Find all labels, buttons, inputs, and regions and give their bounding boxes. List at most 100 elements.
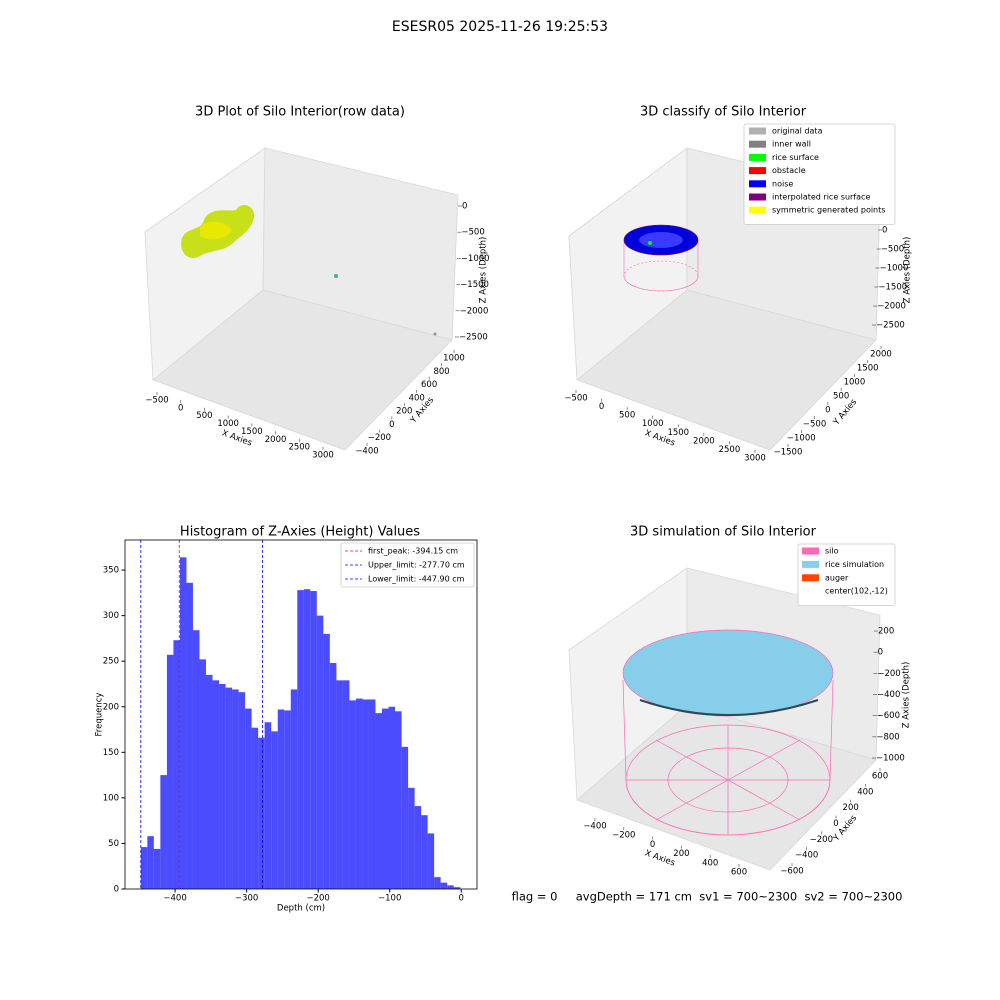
legend-swatch (749, 153, 766, 161)
x-tick-label: 0 (178, 403, 183, 413)
x-tick-label: 400 (702, 858, 718, 868)
cloud (433, 332, 437, 336)
bar (297, 590, 304, 889)
z-tick-label: −2500 (459, 333, 488, 343)
x-tick-label: −400 (583, 822, 606, 832)
x-tick-label: 2500 (288, 443, 310, 453)
y-tick-label: 500 (833, 392, 849, 402)
x-tick-label: 500 (619, 411, 635, 421)
bar (368, 699, 376, 889)
legend-swatch (749, 193, 766, 201)
chart-title: 3D simulation of Silo Interior (630, 525, 817, 540)
bar (238, 692, 246, 889)
bar (447, 885, 454, 889)
bar (212, 680, 220, 889)
point-cloud (181, 204, 437, 336)
bar (277, 709, 285, 889)
rice (639, 699, 819, 716)
y-tick-label: 150 (103, 748, 119, 758)
plot-frame (124, 539, 478, 890)
bar (147, 836, 154, 889)
y-tick-label: 0 (825, 406, 830, 416)
bar (329, 663, 337, 889)
z-tick-label: −200 (877, 669, 900, 679)
y-tick-label: 600 (421, 380, 437, 390)
cloud (200, 221, 232, 240)
bar (160, 775, 167, 889)
legend-swatch (749, 127, 766, 135)
legend-box (797, 543, 896, 606)
bar (310, 591, 317, 889)
y-tick-label: 400 (857, 787, 873, 797)
y-tick-label: −1000 (787, 434, 816, 444)
legend-box (340, 542, 475, 588)
bar (290, 689, 298, 889)
legend-label: interpolated rice surface (772, 193, 870, 202)
x-tick-label: −400 (163, 894, 186, 904)
classified-cloud (623, 224, 699, 292)
bar (173, 640, 180, 889)
z-tick-label: 0 (882, 226, 887, 236)
pane (576, 704, 877, 871)
z-tick-label: −1000 (876, 754, 905, 764)
y-tick-label: 50 (108, 839, 119, 849)
z-axis-label: Z Axies (Depth) (903, 237, 913, 304)
bar (245, 708, 252, 889)
z-tick-label: 0 (462, 202, 467, 212)
x-tick-label: −100 (378, 894, 401, 904)
x-tick-label: 1500 (667, 428, 689, 438)
pane (152, 289, 453, 451)
bar (284, 710, 291, 889)
bar (421, 815, 428, 889)
bar (434, 877, 441, 889)
bar (316, 615, 324, 889)
y-tick-label: 1000 (844, 378, 866, 388)
footer: flag = 0 avgDepth = 171 cm sv1 = 700~230… (512, 890, 903, 904)
z-axis-label: Z Axies (Depth) (479, 237, 489, 304)
surface (648, 241, 652, 245)
legend-label: Upper_limit: -277.70 cm (368, 561, 465, 570)
x-tick-label: 0 (599, 402, 604, 412)
x-tick-label: −500 (145, 396, 168, 406)
legend-swatch (802, 547, 819, 555)
y-tick-label: 0 (389, 420, 394, 430)
bar (355, 698, 363, 889)
x-tick-label: 2000 (265, 435, 287, 445)
bar (271, 731, 278, 889)
z-tick-label: −2000 (460, 306, 489, 316)
x-tick-label: −200 (612, 831, 635, 841)
y-axis-label: Frequency (95, 693, 105, 737)
z-tick-label: −500 (461, 228, 484, 238)
bar (342, 680, 350, 889)
z-tick-label: −1000 (880, 264, 909, 274)
y-tick-label: −500 (803, 420, 826, 430)
legend-label: rice simulation (825, 560, 884, 569)
legend-label: noise (772, 179, 793, 188)
z-tick-label: −400 (877, 690, 900, 700)
x-axis-label: Depth (cm) (277, 904, 325, 914)
legend-swatch (749, 140, 766, 148)
y-tick-label: 200 (843, 803, 859, 813)
y-tick-label: 1000 (443, 354, 465, 364)
bar (153, 848, 161, 889)
y-tick-label: 0 (833, 819, 838, 829)
y-tick-label: 100 (103, 793, 119, 803)
y-tick-label: 200 (396, 407, 412, 417)
x-tick-label: 1000 (642, 419, 664, 429)
y-tick-label: −400 (795, 851, 818, 861)
bar (264, 722, 272, 889)
bar (186, 582, 193, 889)
x-tick-label: 1000 (217, 419, 239, 429)
y-tick-label: −200 (368, 433, 391, 443)
rice (622, 629, 834, 717)
y-tick-label: −600 (780, 867, 803, 877)
x-tick-label: 200 (673, 849, 689, 859)
y-tick-label: 250 (103, 657, 119, 667)
bar (258, 737, 265, 889)
wall (623, 260, 699, 292)
x-tick-label: 500 (196, 411, 212, 421)
y-tick-label: 800 (433, 367, 449, 377)
figure-title: ESESR05 2025-11-26 19:25:53 (392, 19, 608, 35)
x-tick-label: −200 (306, 894, 329, 904)
